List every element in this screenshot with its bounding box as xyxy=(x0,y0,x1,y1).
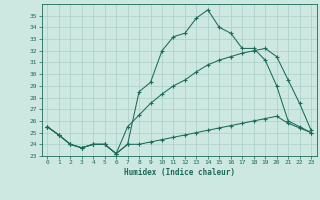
X-axis label: Humidex (Indice chaleur): Humidex (Indice chaleur) xyxy=(124,168,235,177)
